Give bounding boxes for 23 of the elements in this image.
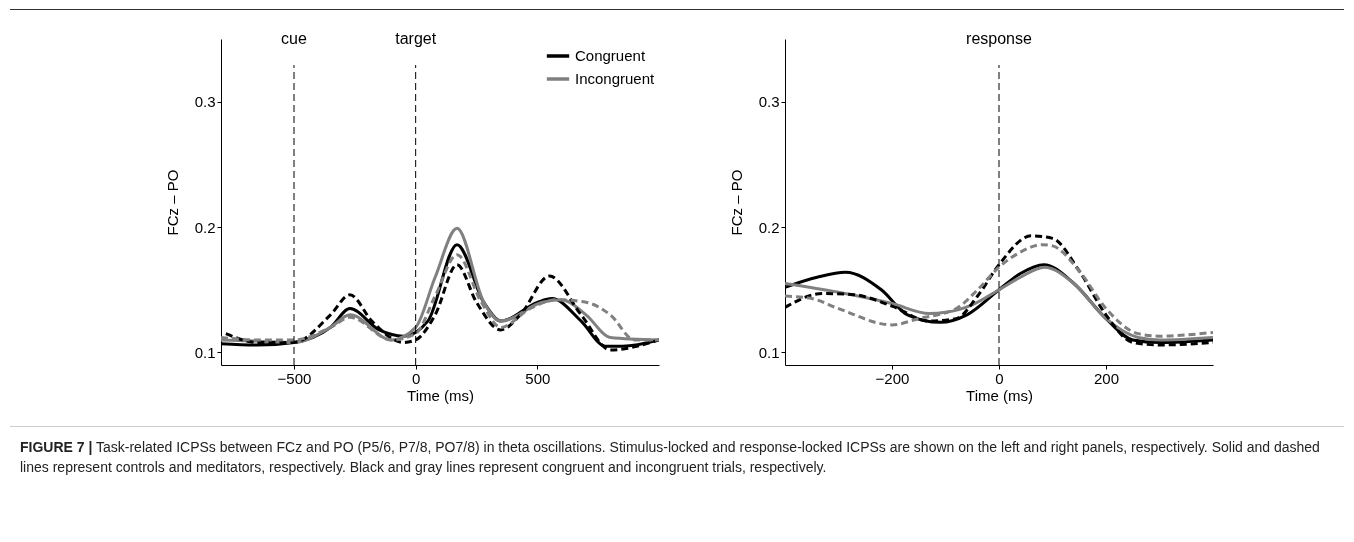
y-tick-label: 0.3 xyxy=(758,93,780,111)
x-tick-label: 0 xyxy=(411,369,421,387)
x-axis-title: Time (ms) xyxy=(966,386,1033,404)
y-tick-label: 0.1 xyxy=(758,343,780,361)
y-tick-label: 0.3 xyxy=(194,93,216,111)
legend-label: Congruent xyxy=(575,47,646,64)
x-tick-label: 0 xyxy=(995,369,1004,387)
caption: FIGURE 7 | Task-related ICPSs between FCz and PO (P5/6, P7/8, PO7/8) in theta oscillations. Stimulus-locked and response-locked ICPSs are shown on the left and right panels, respectively. Solid and dashed lines represent controls and meditators, respectively. Black and gray lines represent congruent and incongruent trials, respectively. xyxy=(20,438,1321,478)
y-tick-label: 0.2 xyxy=(758,218,780,236)
x-tick-label: −500 xyxy=(277,369,312,387)
legend-label: Incongruent xyxy=(575,70,656,87)
x-tick-label: 200 xyxy=(1093,369,1120,387)
y-axis-title: FCz – PO xyxy=(727,169,745,236)
x-axis-title: Time (ms) xyxy=(407,386,474,404)
y-tick-label: 0.1 xyxy=(194,343,216,361)
line-series xyxy=(785,243,1213,338)
ref-line-label: target xyxy=(395,29,437,47)
ref-line-label: response xyxy=(966,29,1033,47)
ref-line-label: cue xyxy=(281,29,307,47)
y-axis-title: FCz – PO xyxy=(163,169,181,236)
y-tick-label: 0.2 xyxy=(194,218,216,236)
x-tick-label: 500 xyxy=(525,369,551,387)
x-tick-label: −200 xyxy=(875,369,910,387)
